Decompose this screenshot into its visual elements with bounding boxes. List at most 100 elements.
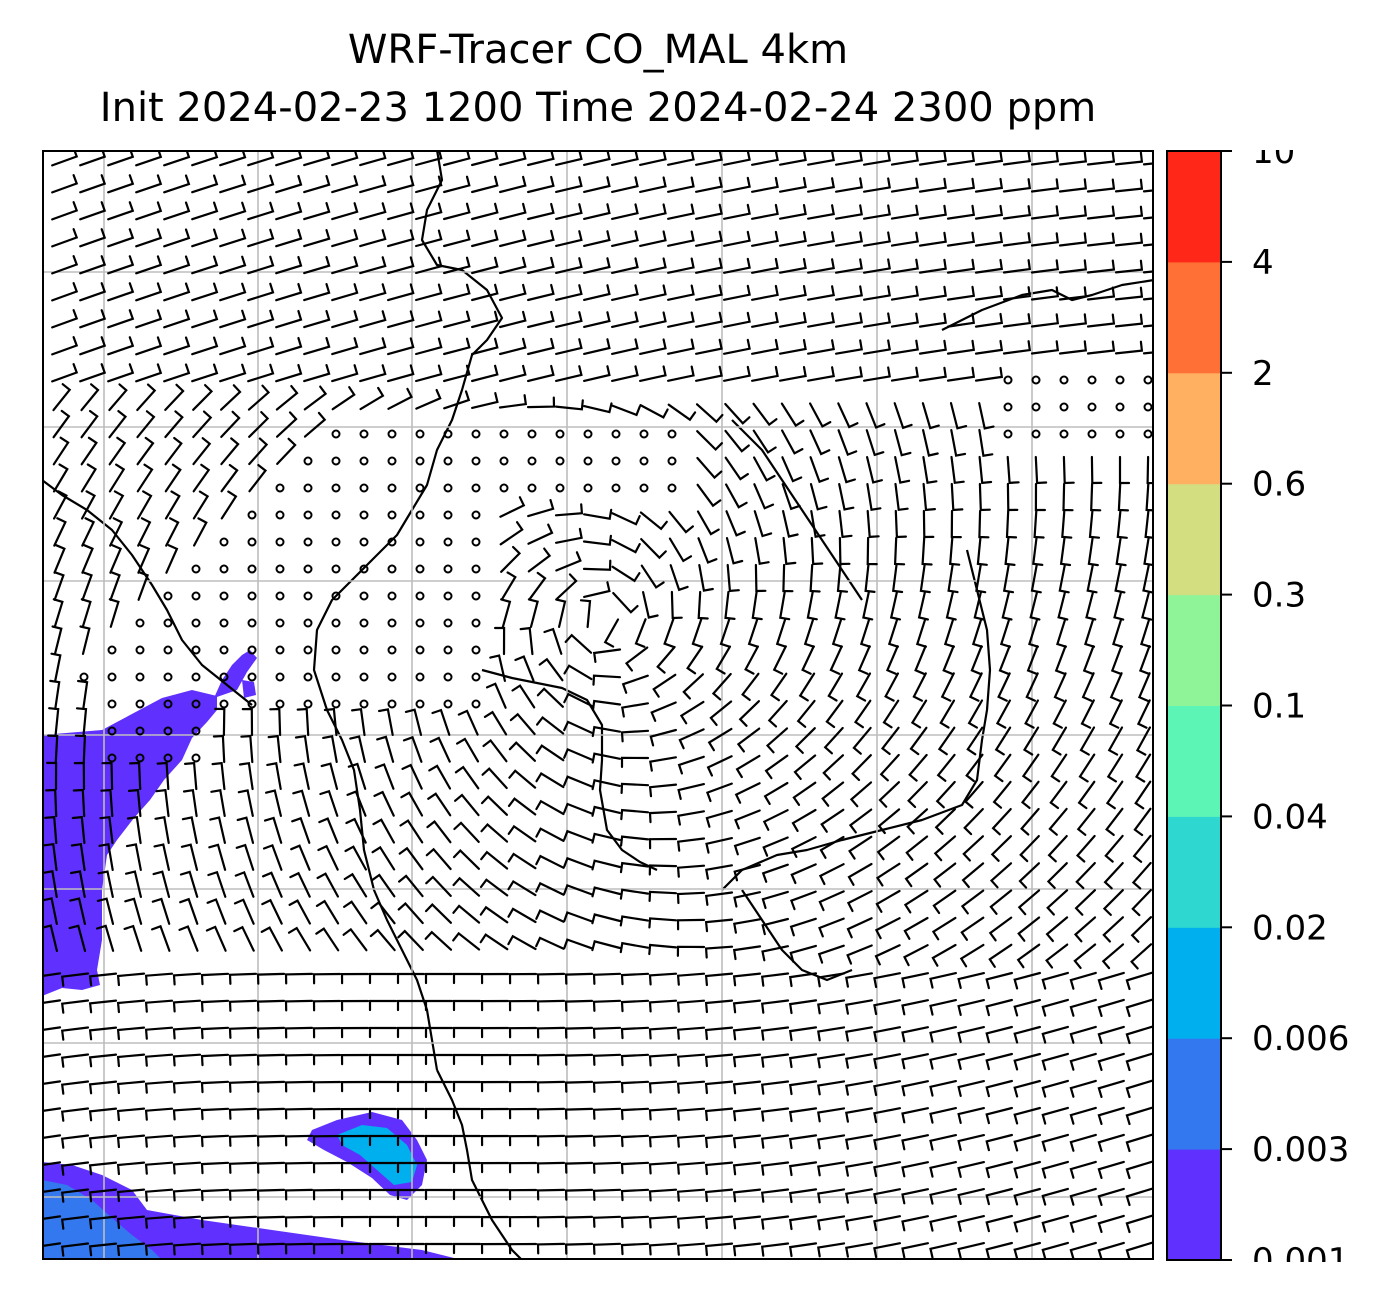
wind-barb <box>164 490 181 520</box>
wind-barb <box>123 924 143 952</box>
wind-barb <box>753 483 775 510</box>
wind-barb <box>256 1215 286 1228</box>
wind-barb <box>894 509 907 539</box>
wind-barb <box>761 863 789 883</box>
wind-barb <box>1125 1187 1153 1207</box>
wind-barb <box>1125 1025 1153 1045</box>
wind-barb <box>144 1026 174 1040</box>
wind-barb <box>179 870 199 898</box>
wind-barb <box>761 945 789 962</box>
wind-barb <box>1030 286 1060 301</box>
wind-barb <box>619 888 650 900</box>
wind-barb <box>929 1215 957 1232</box>
wind-barb <box>1032 536 1044 566</box>
wind-barb <box>866 509 880 539</box>
wind-barb <box>108 436 127 466</box>
wind-barb <box>1051 726 1068 756</box>
wind-barb <box>817 1053 846 1069</box>
calm-wind-marker <box>1115 375 1125 385</box>
calm-wind-marker <box>1003 375 1013 385</box>
wind-barb <box>789 944 817 963</box>
wind-barb <box>1026 645 1039 675</box>
wind-barb <box>866 456 883 484</box>
wind-barb <box>471 202 499 221</box>
wind-barb <box>135 309 163 329</box>
wind-barb <box>975 564 987 594</box>
wind-barb <box>985 1052 1013 1071</box>
wind-barb <box>1114 178 1144 193</box>
wind-barb <box>919 563 931 594</box>
wind-barb <box>480 1080 510 1093</box>
wind-barb <box>837 402 859 429</box>
wind-barb <box>751 150 779 166</box>
wind-barb <box>331 283 359 302</box>
wind-barb <box>1013 1133 1041 1152</box>
wind-barb <box>555 551 582 572</box>
wind-barb <box>642 591 659 619</box>
wind-barb <box>359 283 387 302</box>
wind-barb <box>704 972 734 987</box>
wind-barb <box>60 1161 90 1176</box>
wind-barb <box>535 936 565 950</box>
calm-wind-marker <box>135 645 145 655</box>
wind-barb <box>695 257 723 274</box>
calm-wind-marker <box>359 564 369 574</box>
wind-barb <box>303 229 331 248</box>
calm-wind-marker <box>471 510 481 520</box>
wind-barb <box>79 336 107 356</box>
wind-barb <box>611 257 639 274</box>
wind-barb <box>679 700 705 725</box>
calm-wind-marker <box>1115 402 1125 412</box>
wind-barb <box>1048 807 1068 836</box>
wind-barb <box>172 999 202 1013</box>
wind-barb <box>909 726 928 756</box>
wind-barb <box>116 999 146 1014</box>
wind-barb <box>53 571 65 601</box>
wind-barb <box>349 735 366 763</box>
wind-barb <box>107 228 135 248</box>
wind-barb <box>293 762 310 790</box>
calm-wind-marker <box>303 537 313 547</box>
wind-barb <box>732 1053 762 1068</box>
wind-barb <box>695 176 723 193</box>
calm-wind-marker <box>331 564 341 574</box>
wind-barb <box>219 174 247 194</box>
wind-barb <box>918 285 947 301</box>
wind-barb <box>303 337 331 356</box>
wind-barb <box>1090 482 1102 512</box>
wind-barb <box>848 835 873 860</box>
wind-barb <box>205 925 227 952</box>
wind-barb <box>851 754 872 782</box>
wind-barb <box>943 618 955 648</box>
wind-barb <box>387 310 415 329</box>
wind-barb <box>733 836 761 856</box>
wind-barb <box>228 972 258 985</box>
wind-barb <box>52 383 72 412</box>
wind-barb <box>788 1161 818 1177</box>
wind-barb <box>676 1188 706 1202</box>
wind-barb <box>591 699 622 712</box>
wind-barb <box>893 429 912 457</box>
wind-barb <box>985 1106 1013 1125</box>
wind-barb <box>760 1134 790 1149</box>
wind-barb <box>555 230 583 247</box>
wind-barb <box>387 256 415 275</box>
wind-barb <box>331 337 359 356</box>
wind-barb <box>51 255 79 275</box>
wind-barb <box>107 201 135 221</box>
wind-barb <box>135 363 163 383</box>
wind-barb <box>219 201 247 221</box>
colorbar-band <box>1167 927 1221 1039</box>
wind-barb <box>929 972 957 989</box>
wind-barb <box>1034 455 1048 485</box>
wind-barb <box>845 999 873 1015</box>
wind-barb <box>284 1134 314 1147</box>
calm-wind-marker <box>471 645 481 655</box>
wind-barb <box>971 618 983 648</box>
wind-barb <box>563 775 593 788</box>
wind-barb <box>846 890 873 913</box>
wind-barb <box>822 754 844 781</box>
wind-barb <box>765 727 789 754</box>
wind-barb <box>732 1188 762 1203</box>
wind-barb <box>508 999 538 1012</box>
